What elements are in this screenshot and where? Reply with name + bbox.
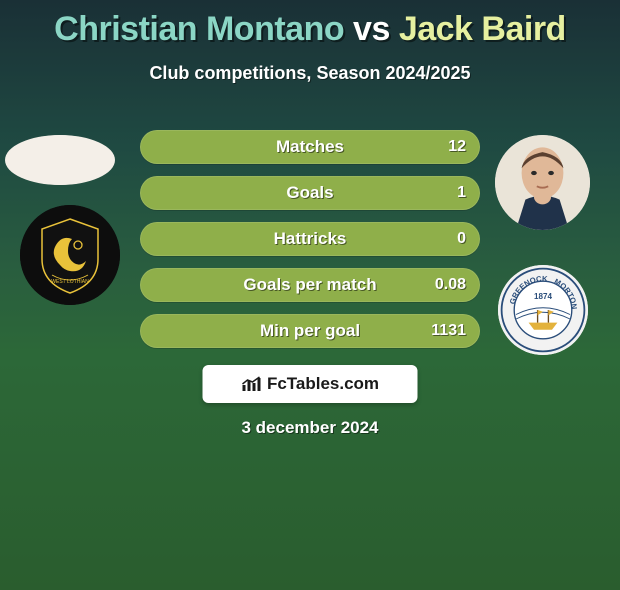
svg-text:1874: 1874 xyxy=(534,292,552,301)
avatar-right-face xyxy=(495,135,590,230)
stat-row: Matches 12 xyxy=(140,130,480,164)
branding-text: FcTables.com xyxy=(241,374,379,394)
stat-row: Goals 1 xyxy=(140,176,480,210)
club-badge-right: GREENOCK MORTON 1874 xyxy=(498,265,588,355)
avatar-left-placeholder xyxy=(5,135,115,185)
branding-badge: FcTables.com xyxy=(203,365,418,403)
stat-value-right: 0.08 xyxy=(435,276,466,294)
stat-label: Hattricks xyxy=(274,229,347,249)
avatar-right xyxy=(495,135,590,230)
stat-rows: Matches 12 Goals 1 Hattricks 0 Goals per match… xyxy=(140,130,480,360)
title-vs: vs xyxy=(344,10,399,48)
stat-row: Goals per match 0.08 xyxy=(140,268,480,302)
badge-left-text: WEST LOTHIAN xyxy=(51,279,89,285)
stat-label: Goals xyxy=(286,183,333,203)
stat-value-right: 1131 xyxy=(431,322,466,340)
stat-label: Goals per match xyxy=(243,275,376,295)
title-player-right: Jack Baird xyxy=(399,10,566,48)
stat-label: Matches xyxy=(276,137,344,157)
branding-label: FcTables.com xyxy=(267,374,379,394)
subtitle: Club competitions, Season 2024/2025 xyxy=(0,63,620,84)
stat-value-right: 0 xyxy=(457,230,466,248)
stat-label: Min per goal xyxy=(260,321,360,341)
stat-row: Hattricks 0 xyxy=(140,222,480,256)
club-badge-right-svg: GREENOCK MORTON 1874 xyxy=(498,265,588,355)
stat-value-right: 12 xyxy=(448,138,466,156)
date-label: 3 december 2024 xyxy=(0,418,620,438)
chart-icon xyxy=(241,375,263,393)
club-badge-left: WEST LOTHIAN xyxy=(20,205,120,305)
stat-row: Min per goal 1131 xyxy=(140,314,480,348)
page-title: Christian Montano vs Jack Baird xyxy=(0,10,620,49)
stat-value-right: 1 xyxy=(457,184,466,202)
club-badge-left-svg: WEST LOTHIAN xyxy=(20,205,120,305)
title-player-left: Christian Montano xyxy=(54,10,344,48)
avatar-left xyxy=(5,135,115,185)
